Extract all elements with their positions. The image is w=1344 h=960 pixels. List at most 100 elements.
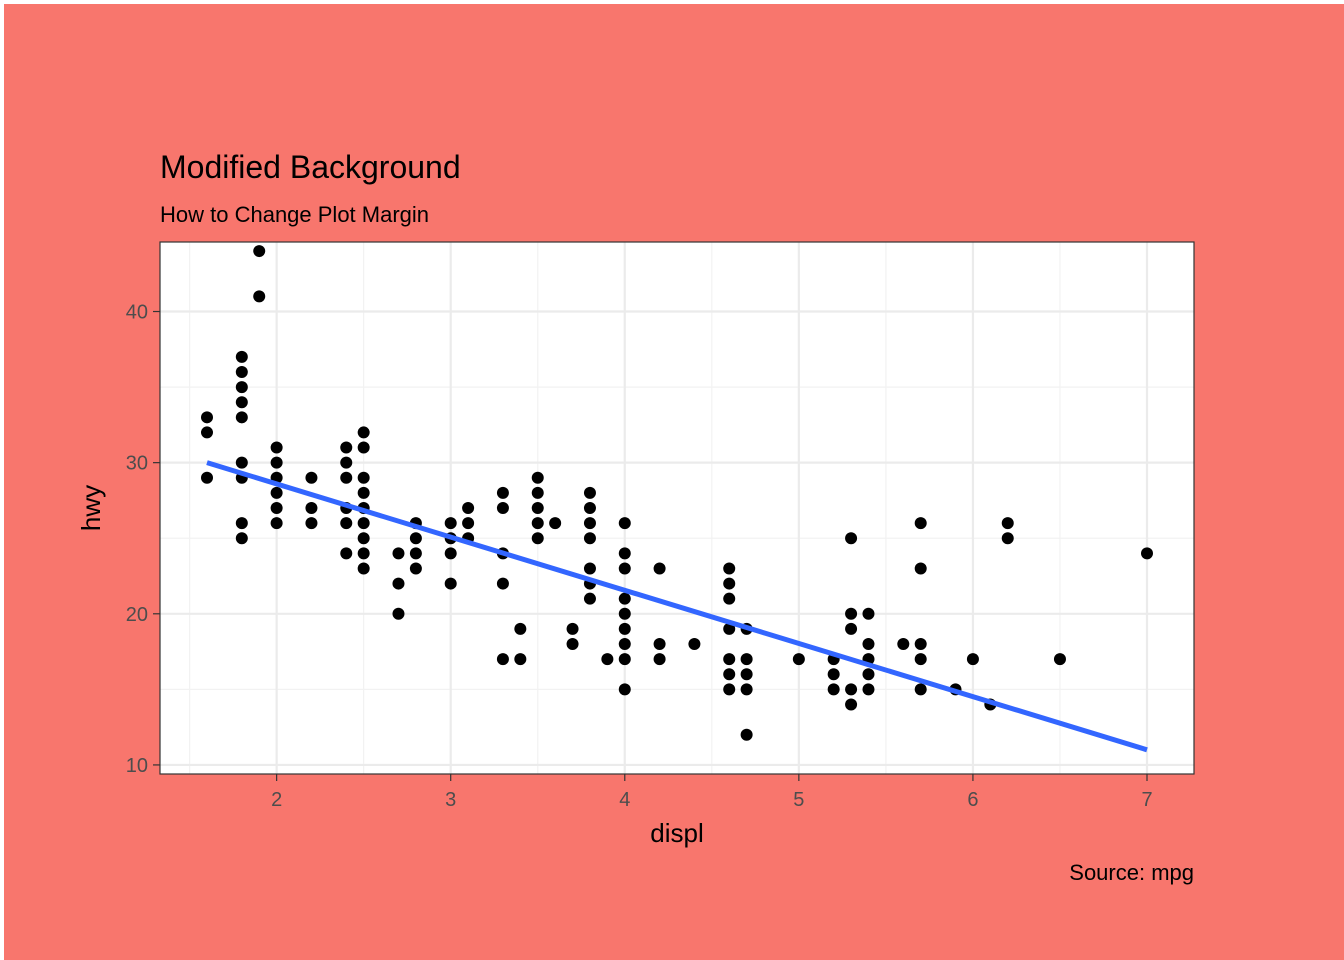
y-axis-title: hwy [76, 485, 106, 531]
data-point [914, 683, 927, 696]
data-point [235, 350, 248, 363]
data-point [549, 517, 562, 530]
x-tick-label: 4 [619, 789, 630, 811]
data-point [235, 365, 248, 378]
data-point [235, 396, 248, 409]
data-point [723, 622, 736, 635]
data-point [201, 426, 213, 439]
data-point [914, 517, 927, 530]
data-point [723, 668, 736, 681]
data-point [235, 381, 248, 394]
data-point [618, 622, 631, 635]
grid-major-lines [160, 242, 1194, 774]
data-point [409, 547, 422, 560]
data-point [618, 638, 631, 651]
data-point [357, 441, 370, 454]
data-point [444, 577, 457, 590]
data-point [253, 245, 266, 258]
x-tick-label: 6 [967, 789, 978, 811]
x-axis-title: displ [650, 818, 703, 848]
data-point [444, 547, 457, 560]
data-point [740, 653, 753, 666]
y-tick-label: 20 [126, 604, 148, 626]
data-point [531, 502, 544, 514]
data-point [740, 683, 753, 696]
regression-line [206, 460, 1148, 753]
y-axis: 10 20 30 40 [126, 302, 160, 777]
data-point [723, 562, 736, 575]
chart-subtitle: How to Change Plot Margin [160, 202, 429, 227]
y-tick-label: 40 [126, 302, 148, 324]
data-point [740, 728, 753, 741]
data-point [914, 653, 927, 666]
data-point [618, 653, 631, 666]
data-point [583, 502, 596, 514]
data-point [357, 532, 370, 545]
data-point [653, 638, 666, 651]
data-point [514, 622, 527, 635]
data-point [235, 456, 248, 469]
data-point [845, 622, 858, 635]
data-point [653, 562, 666, 575]
data-point [583, 517, 596, 530]
y-tick-label: 30 [126, 453, 148, 475]
data-point [357, 486, 370, 499]
data-point [845, 683, 858, 696]
data-point [409, 532, 422, 545]
data-point [618, 547, 631, 560]
data-point [409, 562, 422, 575]
data-point [531, 532, 544, 545]
chart-svg: Modified Background How to Change Plot M… [4, 4, 1344, 960]
data-point [340, 547, 353, 560]
data-point [845, 532, 858, 545]
data-point [270, 502, 283, 514]
data-point [792, 653, 805, 666]
data-point [723, 577, 736, 590]
data-point [618, 683, 631, 696]
data-point [845, 607, 858, 620]
data-point [601, 653, 614, 666]
panel-border [159, 241, 1195, 775]
data-point [514, 653, 527, 666]
data-point [566, 622, 579, 635]
y-tick-label: 10 [126, 755, 148, 777]
data-point [253, 290, 266, 303]
data-point [235, 411, 248, 424]
data-point [583, 486, 596, 499]
data-point [270, 486, 283, 499]
panel-background [160, 242, 1194, 774]
data-point [357, 426, 370, 439]
data-point [618, 592, 631, 605]
data-point [305, 471, 318, 484]
data-point [201, 471, 213, 484]
data-point [357, 517, 370, 530]
data-point [496, 577, 509, 590]
data-point [862, 683, 875, 696]
data-point [357, 471, 370, 484]
data-point [897, 638, 910, 651]
data-point [862, 607, 875, 620]
data-point [914, 638, 927, 651]
data-point [496, 653, 509, 666]
x-tick-label: 7 [1141, 789, 1152, 811]
data-point [723, 592, 736, 605]
data-point [531, 517, 544, 530]
data-point [340, 517, 353, 530]
data-point [1001, 532, 1014, 545]
data-point [618, 517, 631, 530]
data-point [531, 486, 544, 499]
data-point [862, 638, 875, 651]
x-tick-label: 3 [445, 789, 456, 811]
data-point [340, 441, 353, 454]
data-point [270, 517, 283, 530]
data-point [392, 577, 405, 590]
data-point [392, 607, 405, 620]
data-point [583, 592, 596, 605]
data-point [462, 502, 475, 514]
data-point [496, 502, 509, 514]
data-points [201, 245, 1153, 741]
data-point [653, 653, 666, 666]
data-point [583, 562, 596, 575]
data-point [966, 653, 979, 666]
